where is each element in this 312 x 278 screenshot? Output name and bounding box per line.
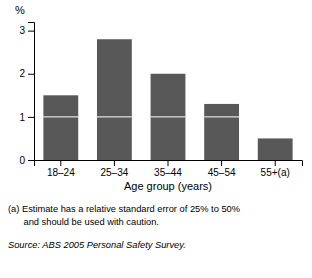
reference-line [97, 116, 132, 117]
x-axis-line [35, 161, 303, 167]
x-tick-label: 35–44 [154, 167, 182, 178]
y-tick-mark [28, 160, 34, 161]
bar [43, 95, 78, 160]
x-tick: 35–44 [154, 160, 182, 178]
footnote: (a) Estimate has a relative standard err… [8, 204, 240, 214]
x-tick: 25–34 [100, 160, 128, 178]
reference-line [204, 116, 239, 117]
reference-line [43, 116, 78, 117]
chart: 18–24 25–34 35–44 45–54 55+(a) 0 1 2 3 Age group … [0, 0, 312, 278]
x-tick: 55+(a) [261, 160, 290, 178]
x-tick-label: 55+(a) [261, 167, 290, 178]
bar [258, 138, 293, 160]
y-tick-label: 2 [19, 68, 25, 79]
bar [204, 104, 239, 160]
y-tick-label: 3 [19, 25, 25, 36]
bar [151, 74, 186, 160]
x-tick-label: 45–54 [208, 167, 236, 178]
bar [97, 39, 132, 160]
source: Source: ABS 2005 Personal Safety Survey. [8, 240, 186, 250]
x-tick: 18–24 [47, 160, 75, 178]
x-tick-mark [275, 160, 276, 166]
x-tick-mark [114, 160, 115, 166]
y-axis-line [28, 23, 35, 161]
y-axis: 0 1 2 3 [19, 23, 34, 166]
x-tick-label: 18–24 [47, 167, 75, 178]
plot: 18–24 25–34 35–44 45–54 55+(a) 0 1 2 3 Age group … [15, 4, 302, 192]
x-tick: 45–54 [208, 160, 236, 178]
reference-line [151, 116, 186, 117]
y-axis-title: % [15, 4, 25, 16]
x-axis: 18–24 25–34 35–44 45–54 55+(a) [35, 160, 303, 178]
y-tick: 3 [19, 25, 34, 36]
x-tick-mark [168, 160, 169, 166]
y-tick-mark [28, 74, 34, 75]
x-tick-mark [221, 160, 222, 166]
y-tick-label: 1 [19, 112, 25, 123]
y-tick: 0 [19, 155, 34, 166]
y-tick-mark [28, 31, 34, 32]
y-tick: 2 [19, 68, 34, 79]
y-tick: 1 [19, 112, 34, 123]
y-tick-mark [28, 117, 34, 118]
y-tick-label: 0 [19, 155, 25, 166]
x-tick-mark [60, 160, 61, 166]
footnote: and should be used with caution. [8, 217, 159, 227]
x-axis-title: Age group (years) [124, 180, 212, 192]
marks [43, 39, 292, 160]
x-tick-label: 25–34 [100, 167, 128, 178]
